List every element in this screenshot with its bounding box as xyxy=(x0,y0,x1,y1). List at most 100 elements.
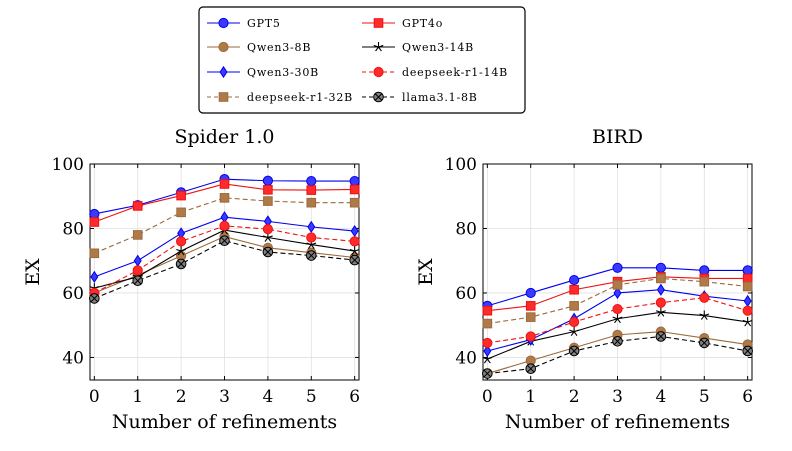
data-point xyxy=(483,344,492,358)
data-point xyxy=(306,185,317,195)
series-llama3-1-8b xyxy=(482,331,753,379)
data-point xyxy=(525,363,537,375)
data-point xyxy=(219,179,230,189)
chart-title: BIRD xyxy=(592,126,643,148)
legend-marker xyxy=(218,41,229,53)
data-point xyxy=(742,281,753,292)
legend: GPT5 GPT4o Qwen3-8B Qwen3-14B Qwen3-30B deeps… xyxy=(198,6,526,114)
data-point-cross xyxy=(657,332,665,341)
data-point xyxy=(219,235,230,247)
legend-label: Qwen3-14B xyxy=(402,41,474,54)
data-point xyxy=(176,190,186,201)
y-tick-label: 80 xyxy=(455,219,477,239)
data-point xyxy=(482,318,493,329)
data-point xyxy=(655,262,666,273)
x-tick-label: 1 xyxy=(132,387,143,407)
data-point xyxy=(89,293,100,304)
x-tick-label: 6 xyxy=(742,387,753,407)
data-point-cross xyxy=(133,276,142,285)
data-point xyxy=(349,197,360,208)
data-point-cross xyxy=(483,369,492,378)
y-tick-label: 40 xyxy=(62,348,84,368)
x-axis-label: Number of refinements xyxy=(505,411,730,433)
data-point xyxy=(612,262,623,273)
data-point xyxy=(569,301,579,311)
data-point xyxy=(482,305,493,316)
x-tick-label: 2 xyxy=(569,387,580,407)
legend-item-deepseek-r1-32b: deepseek-r1-32B xyxy=(207,91,353,104)
x-tick-label: 4 xyxy=(262,387,273,407)
data-point xyxy=(613,286,622,300)
data-point xyxy=(307,220,316,233)
data-point xyxy=(612,336,623,347)
data-point xyxy=(219,193,230,203)
data-point xyxy=(482,368,493,379)
data-point xyxy=(219,220,230,231)
y-tick-label: 100 xyxy=(52,155,84,175)
data-point xyxy=(699,265,710,276)
data-point xyxy=(569,284,579,295)
data-point xyxy=(656,283,665,296)
legend-label: Qwen3-30B xyxy=(247,66,319,79)
data-point xyxy=(349,254,360,266)
legend-marker xyxy=(218,17,229,29)
data-point xyxy=(656,273,666,284)
data-point xyxy=(525,312,536,322)
chart-panel-bird: 0 1 2 3 4 5 6 40 60 80 100 BIRD Number of refinement… xyxy=(415,126,753,433)
data-point xyxy=(569,326,580,337)
data-point xyxy=(306,232,317,243)
legend-marker xyxy=(373,66,384,78)
data-point xyxy=(569,274,580,286)
legend-item-gpt5: GPT5 xyxy=(207,17,280,30)
series-deepseek-r1-32b xyxy=(482,273,753,329)
data-point xyxy=(742,273,753,284)
x-tick-label: 0 xyxy=(89,387,100,407)
series-llama3-1-8b xyxy=(89,235,360,304)
data-point xyxy=(175,258,187,270)
data-point xyxy=(262,175,273,186)
legend-item-qwen3-8b: Qwen3-8B xyxy=(207,41,311,54)
legend-marker-cross xyxy=(374,93,383,101)
y-tick-label: 80 xyxy=(62,219,84,239)
data-point-cross xyxy=(307,251,316,260)
legend-label: GPT4o xyxy=(402,17,443,30)
data-point xyxy=(176,236,187,247)
data-point-cross xyxy=(220,236,229,245)
data-point-cross xyxy=(570,347,578,355)
series-deepseek-r1-14b xyxy=(482,292,753,349)
y-axis-label: EX xyxy=(22,258,44,286)
series-gpt4o xyxy=(89,179,360,227)
data-point-cross xyxy=(700,339,709,347)
legend-item-deepseek-r1-14b: deepseek-r1-14B xyxy=(362,66,507,79)
data-point xyxy=(263,196,273,206)
series-gpt5 xyxy=(482,262,753,311)
legend-item-qwen3-14b: Qwen3-14B xyxy=(362,41,474,54)
legend-item-gpt4o: GPT4o xyxy=(362,17,443,30)
data-point xyxy=(262,246,274,258)
data-point xyxy=(699,292,710,303)
x-axis-label: Number of refinements xyxy=(112,411,337,433)
legend-label: deepseek-r1-32B xyxy=(247,91,353,104)
data-point xyxy=(89,217,100,227)
data-point xyxy=(306,175,317,187)
legend-marker xyxy=(219,65,228,79)
legend-marker xyxy=(373,18,384,28)
x-tick-label: 6 xyxy=(349,387,360,407)
legend-label: Qwen3-8B xyxy=(247,41,311,54)
data-point-cross xyxy=(177,260,185,268)
data-point xyxy=(350,224,359,238)
data-point xyxy=(349,175,360,187)
data-point-cross xyxy=(526,364,535,373)
data-point xyxy=(176,207,186,218)
series-qwen3-30b xyxy=(90,211,359,283)
series-deepseek-r1-32b xyxy=(89,193,360,259)
data-point xyxy=(525,331,536,342)
data-point xyxy=(132,230,143,240)
data-point xyxy=(699,310,710,320)
data-point xyxy=(742,305,753,316)
legend-label: llama3.1-8B xyxy=(402,91,478,104)
data-point xyxy=(305,250,317,261)
data-point xyxy=(742,265,753,276)
x-tick-label: 0 xyxy=(482,387,493,407)
